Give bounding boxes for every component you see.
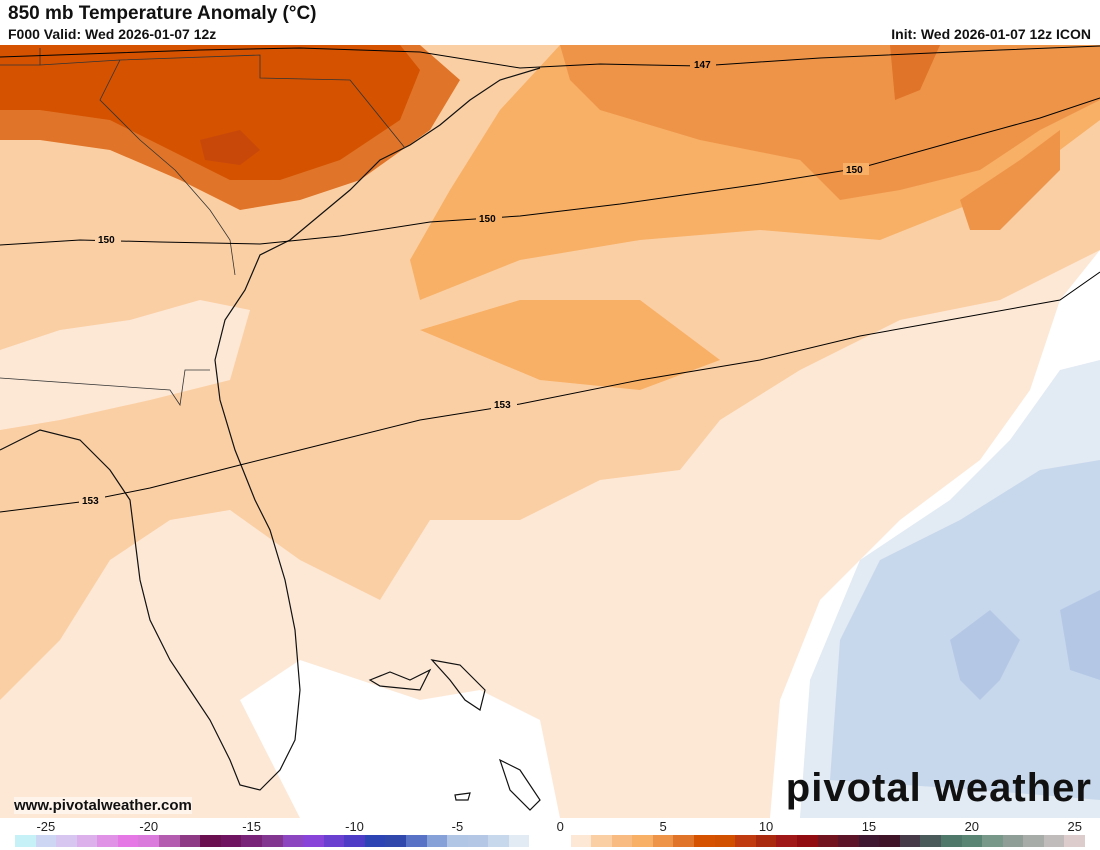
anomaly-map: 147 150 150 150 153 153: [0, 45, 1100, 818]
colorbar-cell: [1023, 835, 1045, 847]
anomaly-field-warm2: [560, 45, 1100, 230]
site-url: www.pivotalweather.com: [14, 797, 192, 814]
colorbar-cell: [508, 835, 530, 847]
colorbar-cell: [776, 835, 798, 847]
colorbar-tick-label: 10: [758, 819, 774, 834]
contour-label: 147: [694, 60, 711, 71]
colorbar-cell: [97, 835, 119, 847]
colorbar-cell: [858, 835, 880, 847]
valid-time: F000 Valid: Wed 2026-01-07 12z: [8, 26, 217, 42]
pivotal-weather-logo: pivotal weather: [785, 766, 1092, 810]
anomaly-field-hot2: [200, 130, 260, 165]
colorbar-tick-label: 5: [659, 819, 667, 834]
contour-label: 153: [82, 496, 99, 507]
colorbar-cell: [447, 835, 469, 847]
anomaly-field-neutral-sw: [240, 660, 560, 818]
height-contours: [0, 45, 1100, 513]
colorbar-tick-label: 25: [1067, 819, 1082, 834]
state-borders: [0, 48, 406, 407]
colorbar-cell: [385, 835, 407, 847]
colorbar-tick-label: -25: [36, 819, 56, 834]
colorbar-tick-label: -10: [345, 819, 364, 834]
colorbar-cell: [1043, 835, 1065, 847]
colorbar-cell: [220, 835, 242, 847]
colorbar-tick-label: -15: [242, 819, 262, 834]
colorbar-cell: [920, 835, 942, 847]
contour-labels: 147 150 150 150 153 153: [79, 58, 869, 507]
anomaly-field-light-nw: [0, 300, 250, 430]
colorbar-cell: [282, 835, 304, 847]
colorbar-cell: [1002, 835, 1024, 847]
colorbar-cell: [817, 835, 839, 847]
colorbar-cell: [261, 835, 283, 847]
colorbar-cell: [35, 835, 57, 847]
colorbar-cell: [529, 835, 551, 847]
colorbar-cell: [714, 835, 736, 847]
colorbar-cell: [591, 835, 613, 847]
contour-label: 150: [98, 235, 115, 246]
colorbar-cell: [56, 835, 78, 847]
colorbar-cell: [15, 835, 37, 847]
colorbar-cell: [323, 835, 345, 847]
colorbar-cell: [838, 835, 860, 847]
colorbar-cell: [550, 835, 572, 847]
colorbar-cell: [344, 835, 366, 847]
map-title: 850 mb Temperature Anomaly (°C): [8, 3, 317, 24]
colorbar-cell: [694, 835, 716, 847]
colorbar-cell: [899, 835, 921, 847]
colorbar-cell: [940, 835, 963, 847]
colorbar: -25 -20 -15 -10 -5 0 5 10 15 20 25: [0, 818, 1100, 850]
init-time: Init: Wed 2026-01-07 12z ICON: [891, 26, 1091, 42]
anomaly-field-cool3: [950, 590, 1100, 700]
colorbar-tick-label: 0: [556, 819, 564, 834]
colorbar-cell: [961, 835, 983, 847]
colorbar-cell: [652, 835, 674, 847]
colorbar-cell: [138, 835, 160, 847]
coastlines: [0, 67, 541, 811]
contour-label: 153: [494, 400, 511, 411]
colorbar-cell: [570, 835, 592, 847]
contour-label: 150: [846, 165, 863, 176]
colorbar-cell: [364, 835, 386, 847]
colorbar-cell: [632, 835, 654, 847]
colorbar-cell: [426, 835, 448, 847]
colorbar-cell: [303, 835, 325, 847]
colorbar-cell: [179, 835, 201, 847]
anomaly-field-hot: [0, 45, 420, 180]
colorbar-cell: [755, 835, 777, 847]
colorbar-cell: [200, 835, 222, 847]
colorbar-cell: [796, 835, 818, 847]
colorbar-tick-label: -20: [139, 819, 159, 834]
colorbar-cell: [159, 835, 181, 847]
colorbar-tick-label: -5: [451, 819, 464, 834]
colorbar-cell: [611, 835, 633, 847]
contour-label: 150: [479, 214, 496, 225]
colorbar-tick-label: 20: [964, 819, 980, 834]
colorbar-cell: [879, 835, 901, 847]
colorbar-cell: [241, 835, 263, 847]
colorbar-cell: [405, 835, 428, 847]
colorbar-cell: [117, 835, 139, 847]
colorbar-cell: [488, 835, 510, 847]
colorbar-cell: [1064, 835, 1086, 847]
colorbar-cell: [982, 835, 1004, 847]
colorbar-cell: [467, 835, 489, 847]
colorbar-tick-label: 15: [861, 819, 877, 834]
colorbar-cell: [76, 835, 98, 847]
colorbar-cell: [735, 835, 757, 847]
colorbar-cell: [673, 835, 695, 847]
